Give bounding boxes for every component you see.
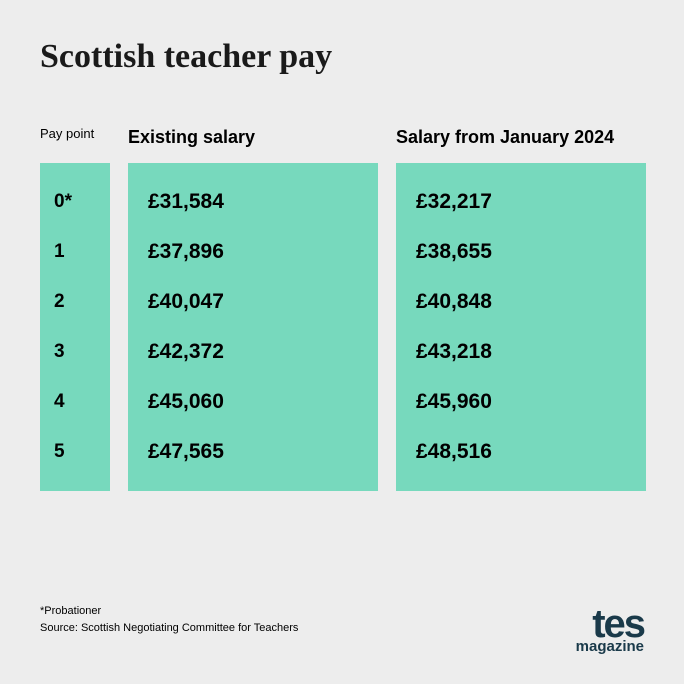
table-cell: £38,655 <box>416 227 646 277</box>
existing-salary-column: £31,584 £37,896 £40,047 £42,372 £45,060 … <box>128 163 378 491</box>
column-header-existing: Existing salary <box>128 126 378 163</box>
logo-text-magazine: magazine <box>576 641 644 654</box>
footnote: *Probationer Source: Scottish Negotiatin… <box>40 603 298 636</box>
column-header-paypoint: Pay point <box>40 126 110 163</box>
column-header-new: Salary from January 2024 <box>396 126 646 163</box>
table-cell: £43,218 <box>416 327 646 377</box>
table-cell: £45,060 <box>148 377 378 427</box>
table-cell: £40,848 <box>416 277 646 327</box>
table-cell: £37,896 <box>148 227 378 277</box>
footnote-probationer: *Probationer <box>40 603 298 620</box>
page-title: Scottish teacher pay <box>40 38 644 76</box>
table-cell: £32,217 <box>416 177 646 227</box>
table-cell: 2 <box>54 277 110 327</box>
table-cell: 4 <box>54 377 110 427</box>
table-cell: £40,047 <box>148 277 378 327</box>
table-cell: 1 <box>54 227 110 277</box>
table-cell: 3 <box>54 327 110 377</box>
table-cell: £42,372 <box>148 327 378 377</box>
pay-table: Pay point Existing salary Salary from Ja… <box>40 126 644 491</box>
pay-point-column: 0* 1 2 3 4 5 <box>40 163 110 491</box>
tes-logo: tes magazine <box>576 607 644 654</box>
table-cell: £48,516 <box>416 427 646 477</box>
table-cell: £31,584 <box>148 177 378 227</box>
new-salary-column: £32,217 £38,655 £40,848 £43,218 £45,960 … <box>396 163 646 491</box>
footnote-source: Source: Scottish Negotiating Committee f… <box>40 620 298 637</box>
table-cell: 0* <box>54 177 110 227</box>
table-cell: £47,565 <box>148 427 378 477</box>
table-cell: £45,960 <box>416 377 646 427</box>
logo-text-tes: tes <box>576 607 644 641</box>
table-cell: 5 <box>54 427 110 477</box>
